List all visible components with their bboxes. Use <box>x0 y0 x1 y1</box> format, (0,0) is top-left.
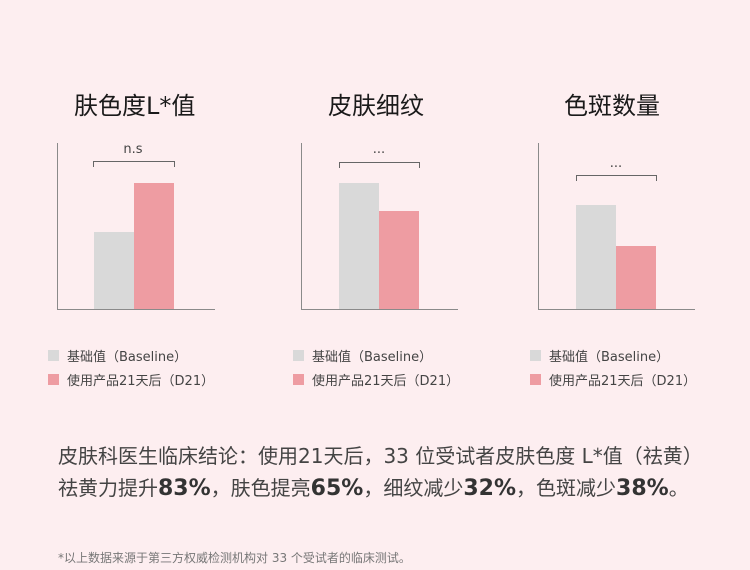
legend-item-d21: 使用产品21天后（D21） <box>530 367 696 391</box>
y-axis <box>301 143 302 310</box>
significance-label: ... <box>372 142 386 157</box>
bar-d21 <box>379 211 419 309</box>
swatch-d21 <box>293 373 304 385</box>
swatch-baseline <box>530 349 541 361</box>
chart-title: 皮肤细纹 <box>328 92 424 120</box>
chart-fine-lines: 皮肤细纹 ... 基础值（Baseline） 使用产品21天后（D21） <box>0 0 459 400</box>
legend-item-d21: 使用产品21天后（D21） <box>293 367 459 391</box>
conclusion-text: 。 <box>668 476 689 500</box>
significance-bracket <box>576 175 657 181</box>
conclusion-text: ，细纹减少 <box>363 476 464 500</box>
swatch-baseline <box>293 349 304 361</box>
swatch-d21 <box>530 373 541 385</box>
conclusion-text: ，色斑减少 <box>516 476 617 500</box>
legend: 基础值（Baseline） 使用产品21天后（D21） <box>48 343 214 391</box>
legend-label: 使用产品21天后（D21） <box>67 373 215 389</box>
legend-label: 基础值（Baseline） <box>312 349 433 365</box>
chart-title: 色斑数量 <box>564 92 660 120</box>
stat-fine-lines: 32% <box>463 476 517 501</box>
y-axis <box>57 143 58 310</box>
stat-dark-spots: 38% <box>616 476 669 501</box>
x-axis <box>57 309 215 310</box>
bar-baseline <box>576 205 616 309</box>
bar-d21 <box>134 183 174 309</box>
legend-label: 使用产品21天后（D21） <box>549 373 697 389</box>
legend-label: 使用产品21天后（D21） <box>312 373 460 389</box>
significance-bracket <box>93 161 175 167</box>
significance-bracket <box>339 162 420 168</box>
significance-label: ... <box>609 156 623 171</box>
swatch-d21 <box>48 373 59 385</box>
legend-item-baseline: 基础值（Baseline） <box>530 343 696 367</box>
legend: 基础值（Baseline） 使用产品21天后（D21） <box>530 343 696 391</box>
legend: 基础值（Baseline） 使用产品21天后（D21） <box>293 343 459 391</box>
chart-dark-spots: 色斑数量 ... 基础值（Baseline） 使用产品21天后（D21） <box>0 0 696 400</box>
bar-baseline <box>94 232 134 309</box>
legend-label: 基础值（Baseline） <box>549 349 670 365</box>
significance-label: n.s <box>123 142 143 157</box>
y-axis <box>538 143 539 310</box>
clinical-conclusion: 皮肤科医生临床结论：使用21天后，33 位受试者皮肤色度 L*值（祛黄）祛黄力提… <box>58 440 708 505</box>
stat-brightness: 65% <box>310 476 364 501</box>
footnote: *以上数据来源于第三方权威检测机构对 33 个受试者的临床测试。 <box>58 551 411 565</box>
chart-skin-tone: 肤色度L*值 n.s 基础值（Baseline） 使用产品21天后（D21） <box>0 0 250 400</box>
legend-item-d21: 使用产品21天后（D21） <box>48 367 214 391</box>
bar-baseline <box>339 183 379 309</box>
x-axis <box>538 309 695 310</box>
chart-title: 肤色度L*值 <box>74 92 196 120</box>
conclusion-text: ，肤色提亮 <box>210 476 311 500</box>
legend-item-baseline: 基础值（Baseline） <box>293 343 459 367</box>
x-axis <box>301 309 458 310</box>
bar-d21 <box>616 246 656 309</box>
stat-yellowness: 83% <box>158 476 211 501</box>
legend-label: 基础值（Baseline） <box>67 349 188 365</box>
swatch-baseline <box>48 349 59 361</box>
conclusion-text: 皮肤科医生临床结论：使用21天后，33 位受试者皮肤色度 L*值（祛黄）祛黄力提… <box>58 444 703 500</box>
legend-item-baseline: 基础值（Baseline） <box>48 343 214 367</box>
